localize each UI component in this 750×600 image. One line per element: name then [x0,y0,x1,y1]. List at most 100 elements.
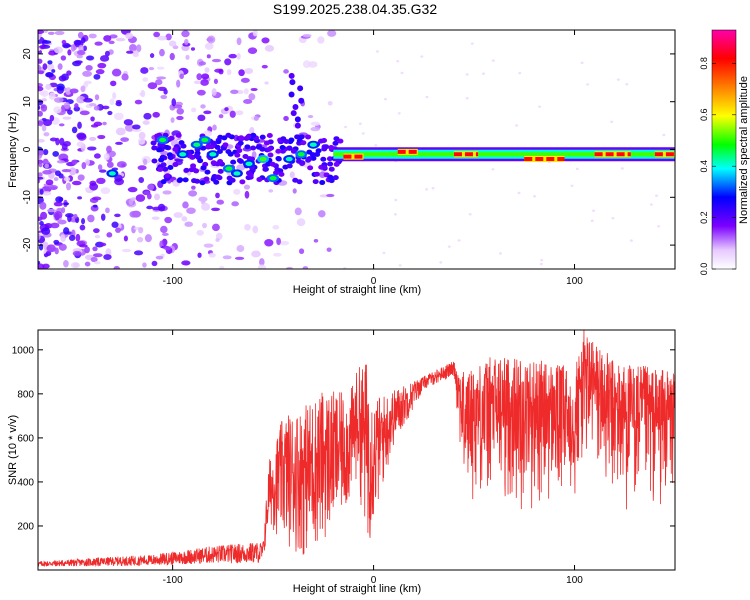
x-tick-label: -100 [163,575,183,586]
spectrogram-x-ticks: -100 0 100 [163,30,583,287]
noise-blob [211,88,217,96]
noise-blob [252,30,258,37]
noise-blob [264,44,275,52]
noise-blob [215,238,220,242]
colorbar-tick-label: 0.8 [699,57,709,70]
x-tick-label: -100 [163,276,183,287]
noise-blob [203,110,212,115]
snr-x-ticks: -100 0 100 [163,330,583,586]
band-blob [164,173,171,179]
band-blob [180,143,187,149]
noise-blob [273,252,282,257]
noise-blob [236,164,246,171]
noise-blob [93,121,103,127]
noise-blob [383,97,387,101]
noise-blob [197,114,206,122]
noise-blob [198,61,207,66]
noise-blob [394,198,398,202]
noise-blob [75,233,81,242]
spike-blob [298,97,305,104]
signal-blob [201,137,209,143]
noise-blob [99,242,107,247]
noise-blob [147,184,155,191]
noise-blob [109,98,115,106]
band-blob [229,177,236,183]
band-blob [182,177,189,183]
noise-blob [138,176,145,184]
noise-blob [111,221,119,228]
band-blob [156,147,163,153]
noise-blob [105,207,110,214]
noise-blob [54,247,59,255]
noise-blob [38,138,45,143]
noise-blob [86,55,95,61]
colorbar-tick-label: 0.6 [699,109,709,122]
colorbar-ticks: 0.0 0.2 0.4 0.6 0.8 [699,57,736,275]
noise-blob [127,186,138,193]
noise-blob [42,119,53,127]
noise-blob [87,214,95,223]
noise-blob [45,83,52,90]
noise-blob [121,73,129,81]
noise-blob [76,132,87,140]
signal-blob [225,166,233,171]
colorbar-gradient [711,29,737,270]
noise-blob [326,247,332,252]
band-blob [199,180,206,186]
noise-blob [252,225,259,234]
noise-blob [67,49,72,56]
noise-blob [42,191,52,196]
band-blob [307,165,314,171]
noise-blob [138,137,146,145]
noise-blob [96,177,106,185]
noise-blob [38,172,43,178]
band-blob [200,165,207,171]
noise-blob [39,221,44,226]
noise-blob [58,197,64,202]
noise-blob [38,177,41,184]
noise-blob [162,190,172,195]
noise-blob [142,158,148,166]
noise-blob [142,77,149,82]
noise-blob [570,184,574,187]
noise-blob [63,44,72,48]
noise-blob [85,158,90,166]
x-tick-label: 0 [371,276,377,287]
noise-blob [590,219,594,223]
noise-blob [396,60,400,63]
noise-blob [138,227,144,234]
noise-blob [63,260,69,268]
band-blob [190,163,197,169]
band-blob [278,171,285,177]
noise-blob [106,161,114,168]
signal-blob [269,175,277,181]
band-blob [225,149,232,155]
noise-blob [93,73,101,80]
noise-blob [79,110,90,116]
noise-blob [42,241,49,248]
noise-blob [45,72,54,78]
y-tick-label: -20 [22,237,33,252]
band-blob [275,148,282,154]
noise-blob [283,69,289,74]
noise-blob [43,132,50,137]
band-blob [294,134,301,140]
noise-blob [94,235,101,239]
noise-blob [38,260,41,265]
signal-blob [209,152,217,157]
band-blob [216,149,223,155]
noise-blob [190,47,196,51]
noise-blob [39,188,44,195]
noise-blob [42,263,50,269]
noise-blob [272,225,280,230]
noise-blob [38,50,42,54]
noise-blob [240,77,250,83]
noise-blob [468,213,472,216]
x-tick-label: 100 [566,276,583,287]
noise-blob [218,68,224,75]
noise-blob [92,204,98,208]
noise-blob [89,103,97,107]
noise-blob [188,190,198,197]
signal-blob [159,137,167,143]
noise-blob [97,164,103,171]
